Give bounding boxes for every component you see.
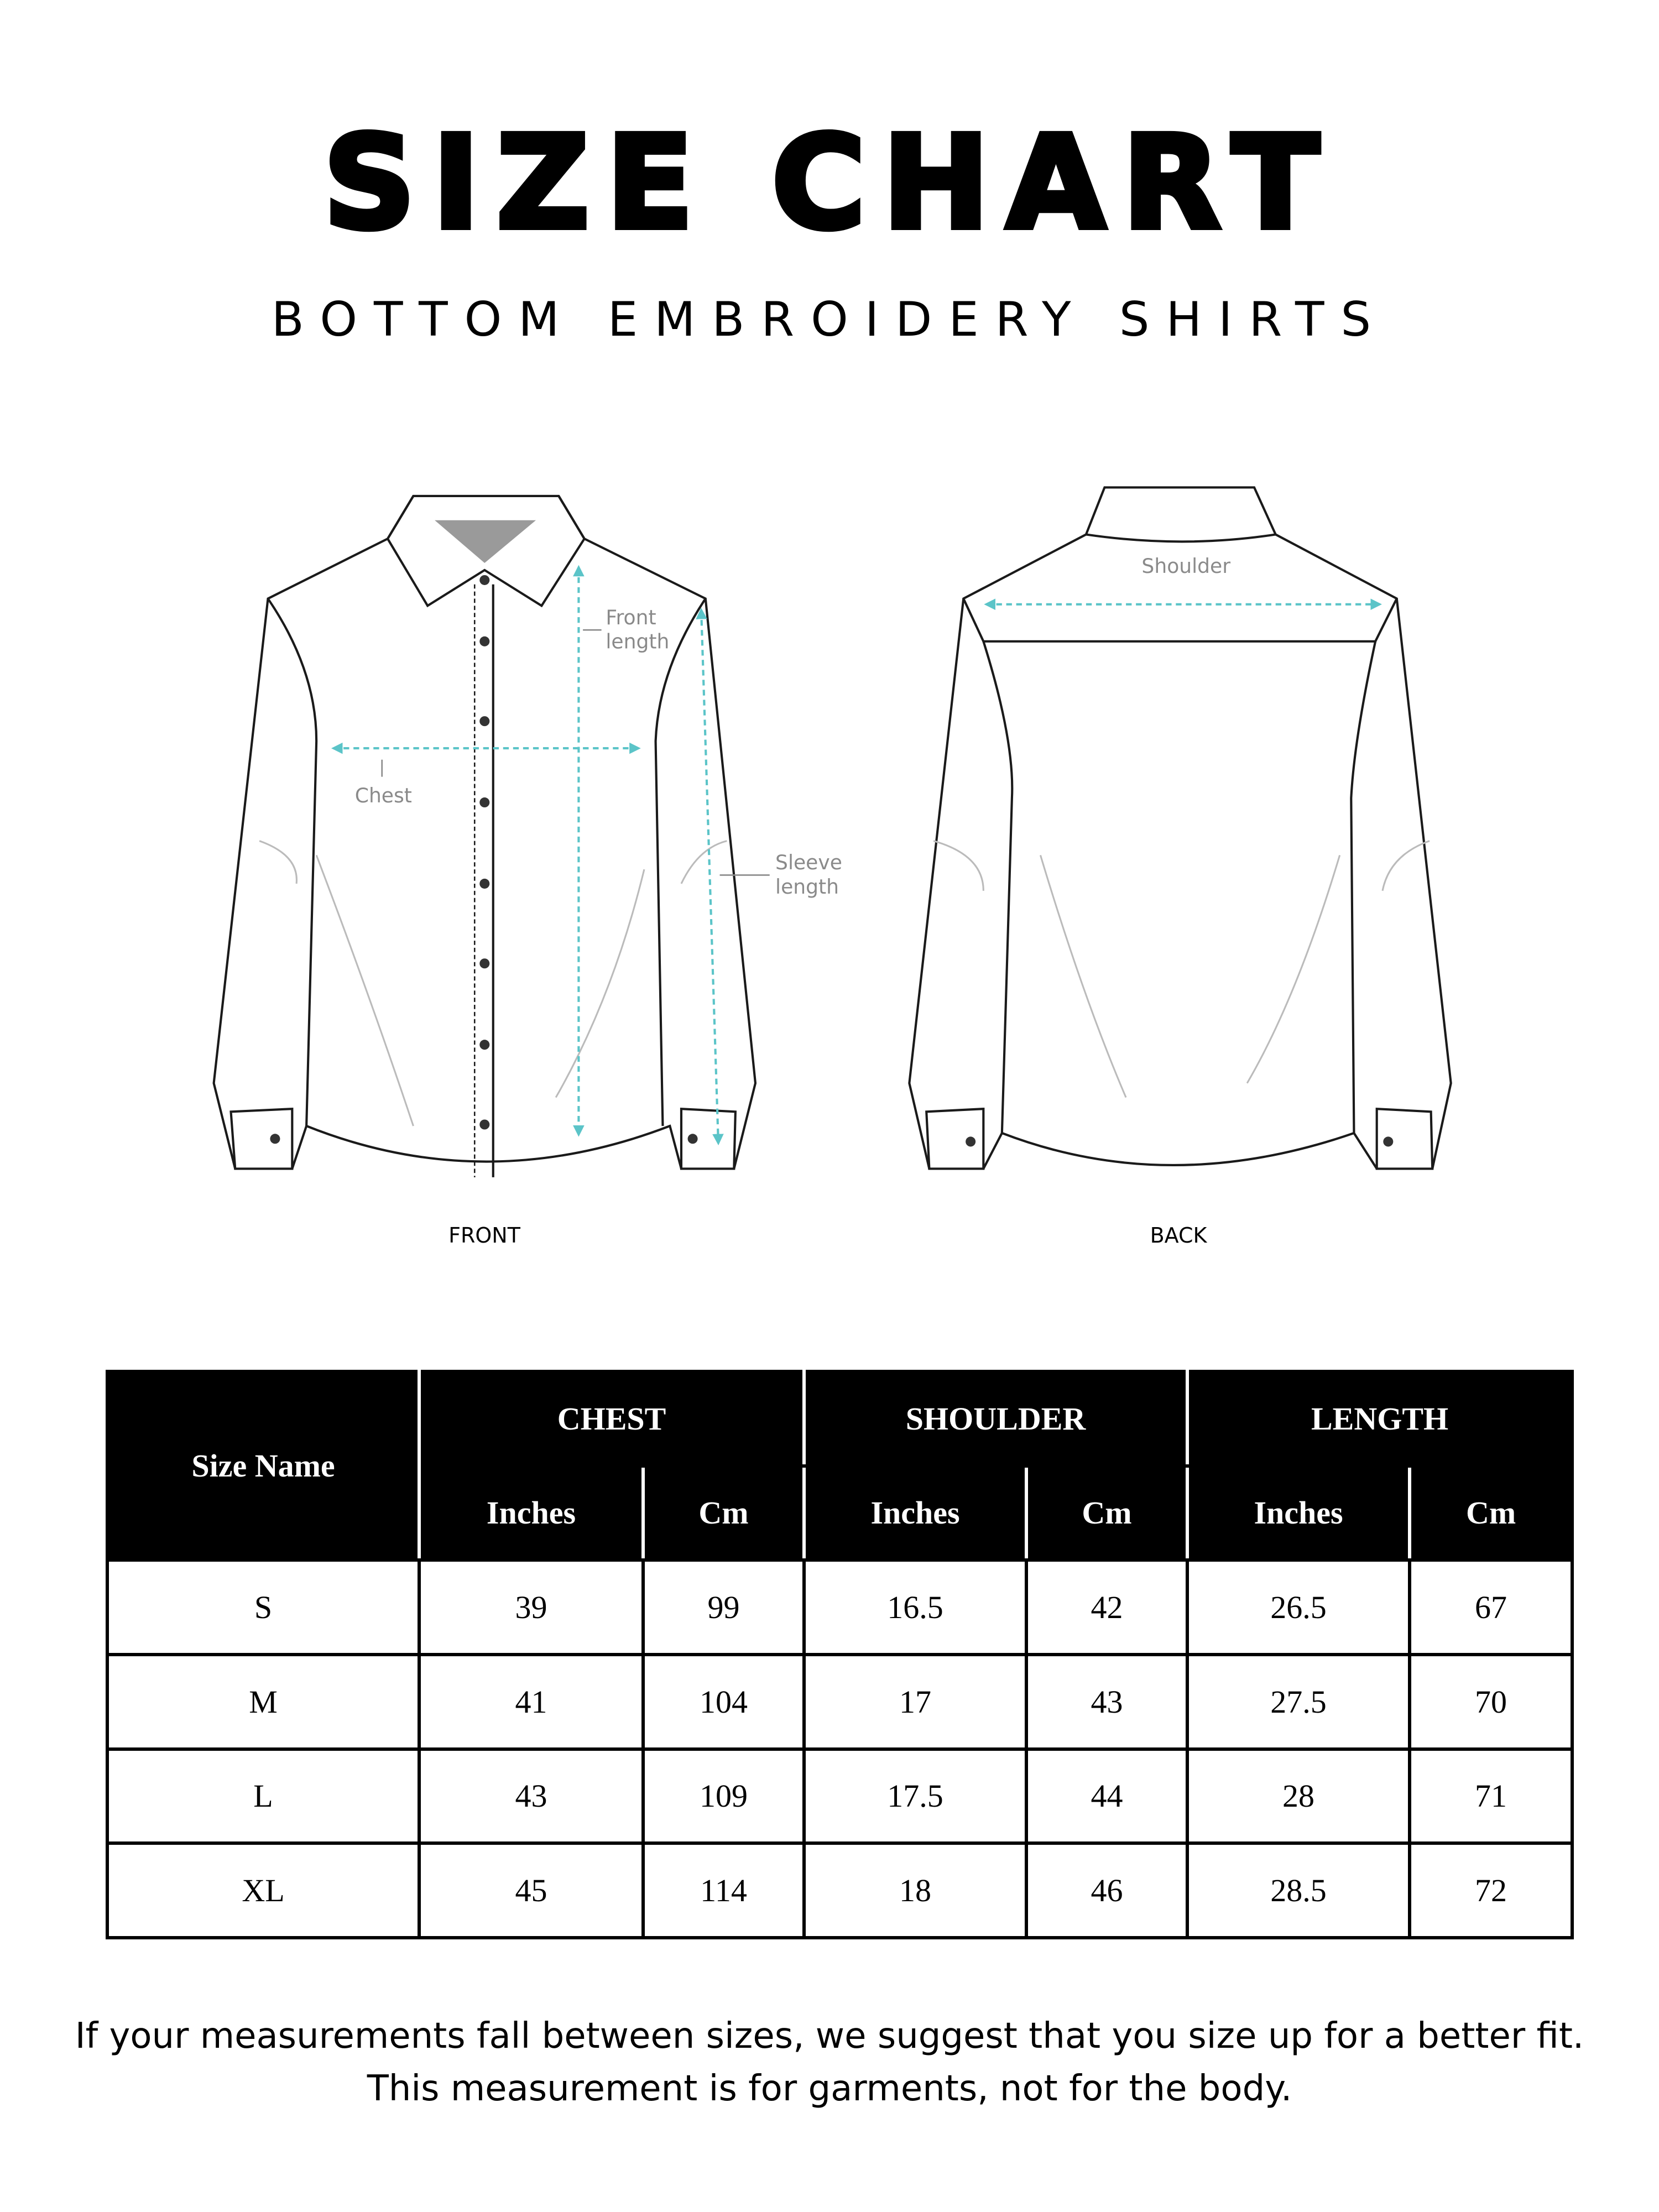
chest-label: Chest (355, 784, 412, 807)
measurement-cell: 104 (641, 1652, 806, 1751)
sleeve-length-label-2: length (775, 875, 839, 899)
table-row: S 39 99 16.5 42 26.5 67 (106, 1558, 1574, 1656)
size-cell: L (106, 1747, 421, 1845)
size-name-header: Size Name (106, 1369, 421, 1562)
page-subtitle: BOTTOM EMBROIDERY SHIRTS (271, 292, 1388, 347)
unit-header: Inches (418, 1464, 645, 1562)
measurement-cell: 71 (1408, 1747, 1574, 1845)
unit-header: Cm (641, 1464, 806, 1562)
footer-note-2: This measurement is for garments, not fo… (367, 2068, 1292, 2109)
measurement-cell: 114 (641, 1841, 806, 1939)
measurement-cell: 43 (1025, 1652, 1190, 1751)
measurement-cell: 42 (1025, 1558, 1190, 1656)
table-row: XL 45 114 18 46 28.5 72 (106, 1841, 1574, 1939)
table-row: L 43 109 17.5 44 28 71 (106, 1747, 1574, 1845)
measurement-cell: 26.5 (1186, 1558, 1412, 1656)
front-length-label-2: length (606, 630, 669, 654)
front-shirt-illustration (212, 494, 757, 1177)
table-unit-row: Inches Cm Inches Cm Inches Cm (107, 1464, 1574, 1562)
measurement-cell: 46 (1025, 1841, 1190, 1939)
shoulder-label: Shoulder (1141, 555, 1230, 578)
measurement-arrows-front (331, 565, 724, 1146)
length-header: LENGTH (1186, 1370, 1574, 1468)
unit-header: Inches (1186, 1464, 1412, 1562)
measurement-cell: 17.5 (802, 1747, 1029, 1845)
measurement-cell: 41 (418, 1652, 645, 1751)
measurement-cell: 99 (641, 1558, 806, 1656)
size-cell: M (106, 1652, 421, 1751)
size-table: Size Name CHEST SHOULDER LENGTH Inches C… (106, 1369, 1574, 1939)
measurement-cell: 16.5 (802, 1558, 1029, 1656)
sleeve-length-label: Sleeve (775, 851, 842, 874)
measurement-cell: 28.5 (1186, 1841, 1412, 1939)
back-view-label: BACK (1150, 1223, 1207, 1248)
footer-note-1: If your measurements fall between sizes,… (75, 2016, 1584, 2057)
unit-header: Cm (1025, 1464, 1190, 1562)
measurement-cell: 27.5 (1186, 1652, 1412, 1751)
unit-header: Cm (1408, 1464, 1574, 1562)
button-icons (270, 575, 698, 1144)
front-view-label: FRONT (448, 1223, 520, 1248)
shoulder-header: SHOULDER (802, 1370, 1190, 1468)
size-cell: S (106, 1558, 421, 1656)
table-header-row: Size Name CHEST SHOULDER LENGTH (106, 1369, 1574, 1562)
measurement-cell: 44 (1025, 1747, 1190, 1845)
front-length-label: Front (606, 606, 656, 629)
table-row: M 41 104 17 43 27.5 70 (106, 1652, 1574, 1751)
page-title: SIZE CHART (320, 108, 1336, 258)
measurement-cell: 109 (641, 1747, 806, 1845)
measurement-cell: 18 (802, 1841, 1029, 1939)
measurement-cell: 43 (418, 1747, 645, 1845)
measurement-cell: 45 (418, 1841, 645, 1939)
unit-header: Inches (802, 1464, 1029, 1562)
measurement-cell: 67 (1408, 1558, 1574, 1656)
size-cell: XL (106, 1841, 421, 1939)
measurement-cell: 72 (1408, 1841, 1574, 1939)
measurement-cell: 28 (1186, 1747, 1412, 1845)
back-shirt-illustration (908, 486, 1452, 1170)
chest-header: CHEST (417, 1370, 806, 1468)
measurement-cell: 70 (1408, 1652, 1574, 1751)
measurement-cell: 17 (802, 1652, 1029, 1751)
measurement-cell: 39 (418, 1558, 645, 1656)
